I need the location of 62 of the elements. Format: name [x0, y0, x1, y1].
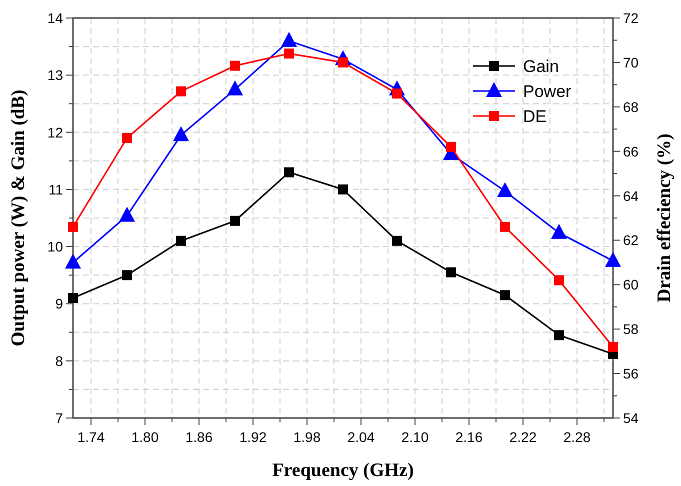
y-tick-label: 10 [47, 238, 64, 255]
y2-tick-label: 72 [623, 10, 639, 26]
point [446, 142, 456, 152]
y2-tick-label: 58 [623, 321, 639, 338]
point [554, 330, 564, 340]
point [284, 48, 294, 59]
y2-tick-label: 60 [623, 276, 639, 293]
y2-tick-label: 54 [623, 410, 639, 426]
point [554, 275, 564, 286]
y2-tick-label: 56 [623, 366, 639, 382]
x-tick-label: 2.10 [401, 429, 429, 445]
point [68, 222, 78, 232]
x-tick-label: 2.28 [563, 429, 591, 445]
point [230, 60, 240, 71]
legend-label: Gain [523, 57, 559, 76]
point [227, 80, 243, 96]
y2-tick-label: 70 [623, 54, 639, 70]
point [608, 342, 618, 352]
point [119, 206, 135, 222]
y-axis-title: Output power (W) & Gain (dB) [8, 90, 29, 346]
y2-tick-label: 64 [623, 188, 639, 204]
x-tick-label: 1.98 [293, 429, 321, 445]
point [605, 252, 621, 267]
point [65, 254, 81, 269]
y-tick-label: 14 [47, 10, 64, 26]
x-tick-label: 2.16 [455, 429, 483, 445]
y-tick-label: 7 [55, 410, 64, 426]
point [392, 236, 402, 246]
x-tick-label: 2.22 [509, 429, 537, 445]
legend-label: Power [523, 82, 572, 101]
y2-tick-label: 62 [623, 232, 639, 248]
point [500, 290, 510, 300]
point [68, 293, 78, 303]
point [281, 32, 297, 47]
y-tick-label: 12 [47, 124, 64, 140]
point [446, 267, 456, 278]
y2-tick-label: 68 [623, 98, 639, 115]
y-tick-label: 8 [55, 352, 64, 369]
point [176, 236, 186, 246]
point [497, 182, 513, 198]
point [500, 222, 510, 232]
point [173, 126, 189, 142]
point [392, 88, 402, 99]
point [176, 86, 186, 96]
y-tick-label: 13 [47, 67, 64, 84]
x-tick-label: 1.92 [239, 429, 267, 445]
point [230, 216, 240, 226]
x-tick-label: 2.04 [347, 429, 375, 445]
legend-label: DE [523, 107, 547, 126]
y2-axis-title: Drain effeciency (%) [654, 134, 675, 302]
x-axis-title: Frequency (GHz) [272, 460, 414, 481]
point [338, 184, 348, 194]
x-tick-label: 1.86 [185, 429, 213, 445]
y-tick-label: 9 [55, 296, 64, 312]
x-tick-label: 1.80 [131, 429, 159, 445]
point [284, 167, 294, 178]
point [122, 270, 132, 280]
point [122, 133, 132, 143]
y-tick-label: 11 [48, 181, 64, 198]
point [551, 224, 567, 239]
y2-tick-label: 66 [623, 143, 639, 160]
x-tick-label: 1.74 [77, 429, 105, 445]
